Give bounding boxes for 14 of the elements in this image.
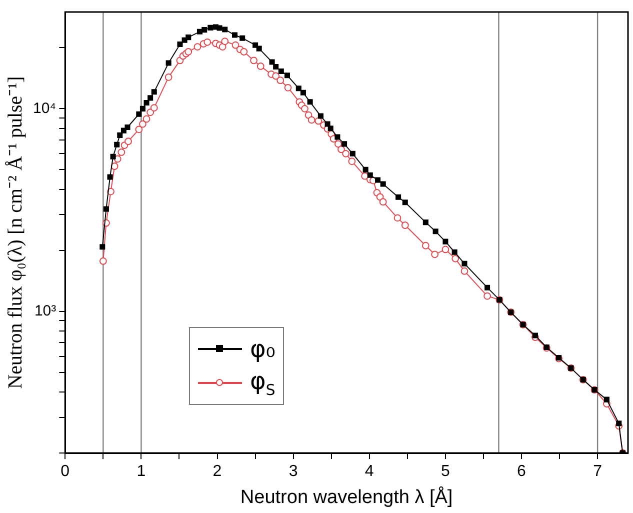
x-tick-label: 7 [593, 463, 602, 480]
x-tick-label: 4 [364, 463, 374, 480]
legend-label: φ₀ [250, 335, 276, 363]
x-tick-label: 5 [440, 463, 450, 480]
x-axis-title: Neutron wavelength λ [Å] [240, 486, 453, 508]
y-axis-title: Neutron flux φ₀(λ) [n cm⁻² Å⁻¹ pulse⁻¹] [4, 76, 26, 389]
x-tick-label: 1 [136, 463, 146, 480]
y-tick-label: 10³ [34, 302, 56, 320]
legend-label: φ$_{S}$ [250, 367, 276, 399]
x-tick-label: 2 [212, 463, 222, 480]
x-tick-label: 6 [517, 463, 526, 480]
y-tick-label: 10⁴ [32, 100, 56, 117]
x-tick-label: 0 [60, 463, 70, 480]
x-tick-label: 3 [288, 463, 298, 480]
